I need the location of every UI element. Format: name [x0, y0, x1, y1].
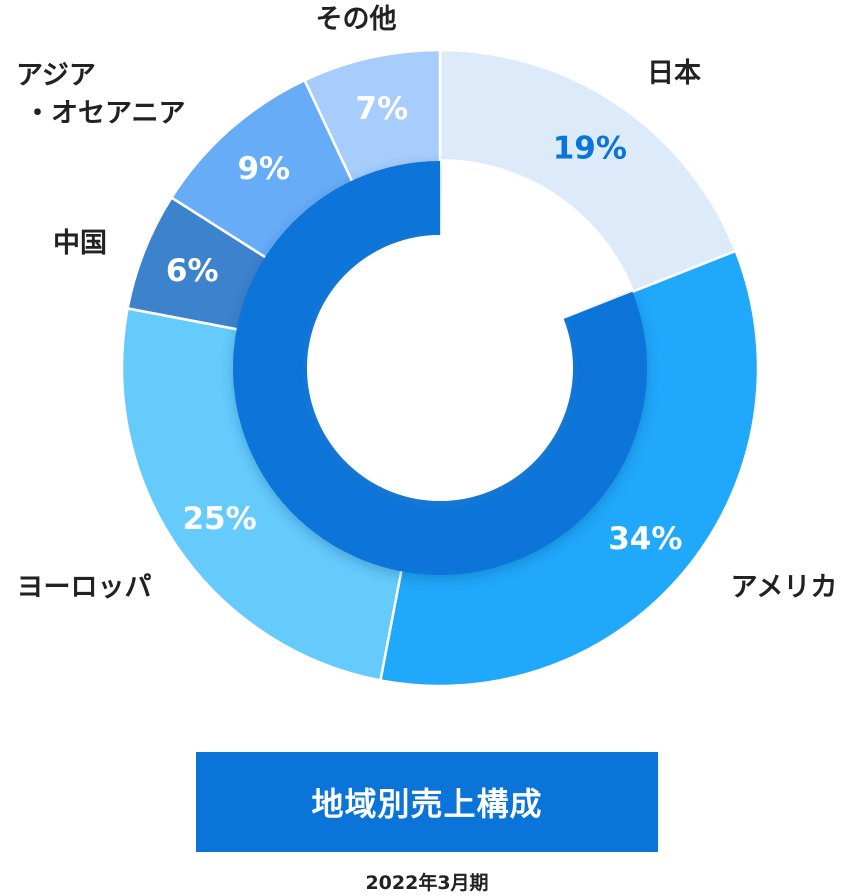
- region-label-japan: 日本: [647, 58, 701, 89]
- donut-hole: [307, 235, 573, 501]
- percent-label-japan: 19%: [553, 131, 627, 167]
- region-label-america: アメリカ: [731, 572, 838, 603]
- region-label-china: 中国: [53, 228, 107, 259]
- region-label-asia-oceania: アジア・オセアニア: [16, 60, 185, 129]
- chart-period: 2022年3月期: [365, 872, 489, 894]
- region-label-other: その他: [316, 4, 397, 35]
- chart-title: 地域別売上構成: [311, 785, 543, 823]
- percent-label-other: 7%: [356, 91, 409, 127]
- percent-label-america: 34%: [608, 521, 682, 557]
- chart-title-box: 地域別売上構成: [196, 752, 658, 852]
- percentage-labels: 19% 34% 25% 6% 9% 7%: [166, 91, 683, 557]
- region-label-europe: ヨーロッパ: [17, 572, 152, 603]
- percent-label-china: 6%: [166, 253, 219, 289]
- inner-ring-remainder: [441, 159, 634, 319]
- percent-label-asia-oceania: 9%: [237, 151, 290, 187]
- inner-ring: [232, 159, 647, 575]
- inner-ring-arc: [232, 161, 647, 575]
- percent-label-europe: 25%: [182, 501, 256, 537]
